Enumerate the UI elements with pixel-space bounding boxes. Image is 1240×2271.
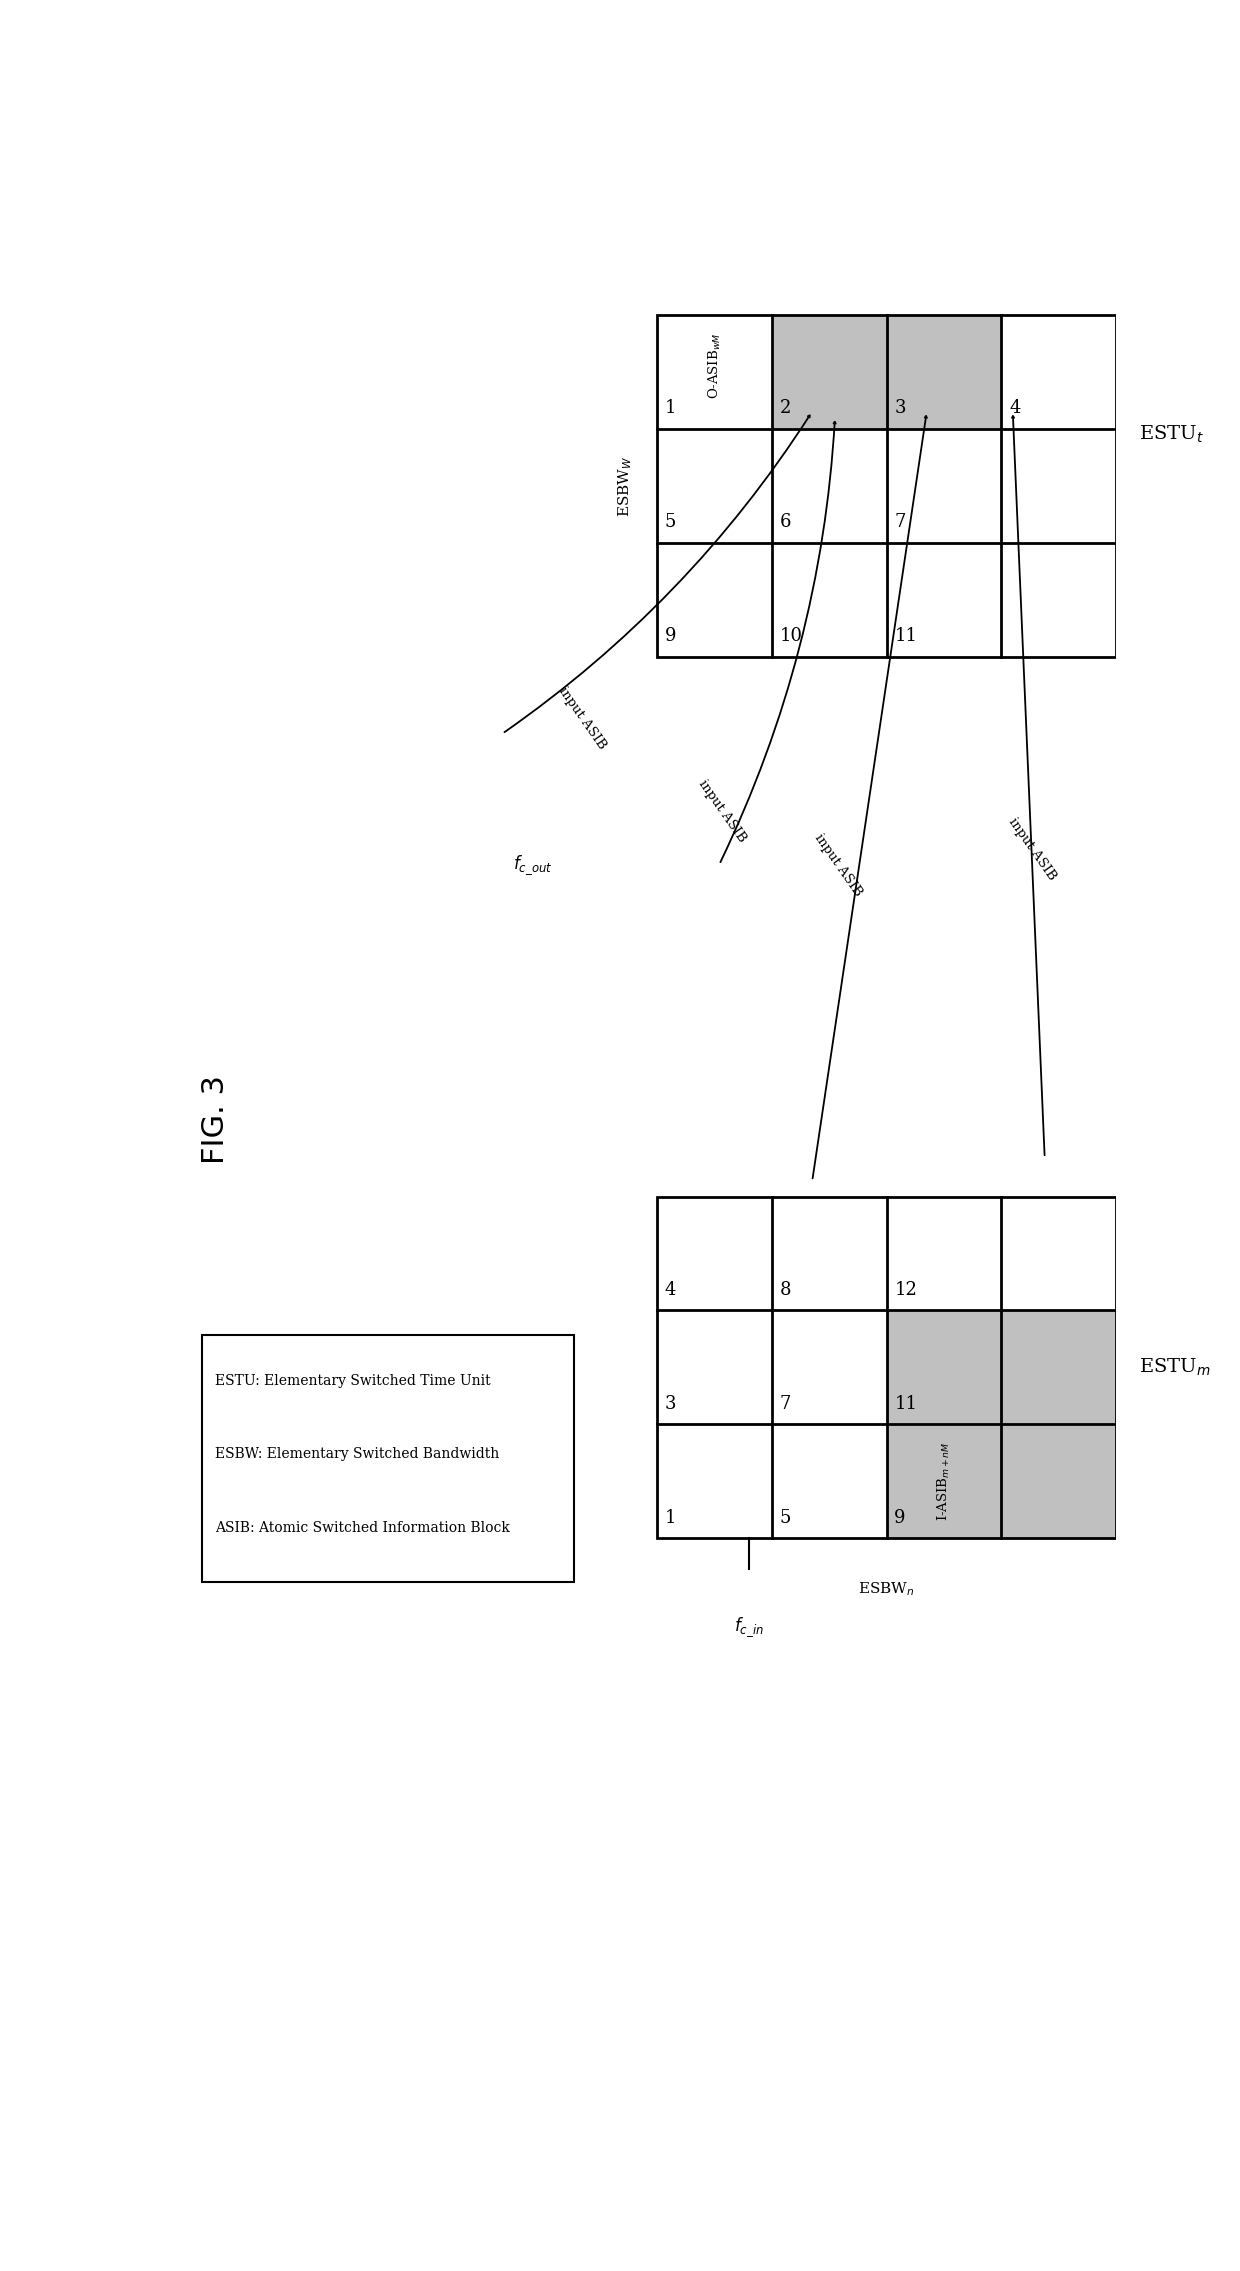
Bar [887,1310,1002,1424]
Text: 11: 11 [894,1394,918,1413]
Text: 12: 12 [894,1281,918,1299]
Text: ESBW: Elementary Switched Bandwidth: ESBW: Elementary Switched Bandwidth [216,1447,500,1463]
Text: ESBW$_W$: ESBW$_W$ [616,454,634,516]
Bar [1002,1424,1116,1537]
Bar [657,316,1116,656]
Text: 1: 1 [665,400,677,418]
Text: O-ASIB$_{wM}$: O-ASIB$_{wM}$ [707,334,723,400]
Text: $f_{c\_in}$: $f_{c\_in}$ [734,1615,764,1640]
Bar [887,316,1002,429]
Text: 5: 5 [780,1508,791,1526]
Text: 11: 11 [894,627,918,645]
Text: ESBW$_n$: ESBW$_n$ [858,1581,915,1599]
Text: ASIB: Atomic Switched Information Block: ASIB: Atomic Switched Information Block [216,1522,511,1535]
Text: input ASIB: input ASIB [557,686,609,752]
Text: 9: 9 [665,627,677,645]
Text: 7: 7 [894,513,905,531]
Bar [1002,1310,1116,1424]
Text: input ASIB: input ASIB [1006,815,1059,883]
Text: 4: 4 [665,1281,676,1299]
Text: 1: 1 [665,1508,677,1526]
Bar [201,1335,573,1581]
Bar [771,316,887,429]
Text: FIG. 3: FIG. 3 [201,1074,231,1165]
Bar [657,1197,1116,1537]
Text: 2: 2 [780,400,791,418]
Text: 8: 8 [780,1281,791,1299]
Text: 3: 3 [665,1394,677,1413]
Bar [887,1424,1002,1537]
Text: 4: 4 [1009,400,1021,418]
Text: ESTU: Elementary Switched Time Unit: ESTU: Elementary Switched Time Unit [216,1374,491,1388]
Text: $f_{c\_out}$: $f_{c\_out}$ [513,854,553,877]
Text: 5: 5 [665,513,676,531]
Text: input ASIB: input ASIB [812,831,864,899]
Text: 3: 3 [894,400,906,418]
Text: 7: 7 [780,1394,791,1413]
Text: input ASIB: input ASIB [696,777,749,845]
Text: 6: 6 [780,513,791,531]
Text: ESTU$_t$: ESTU$_t$ [1140,425,1204,445]
Text: 10: 10 [780,627,802,645]
Text: ESTU$_m$: ESTU$_m$ [1140,1356,1210,1378]
Text: 9: 9 [894,1508,906,1526]
Text: I-ASIB$_{m+nM}$: I-ASIB$_{m+nM}$ [936,1442,952,1522]
